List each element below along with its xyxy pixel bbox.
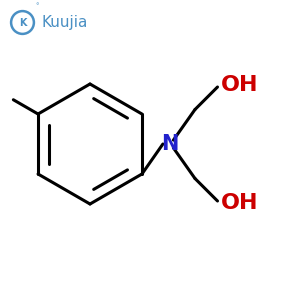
Text: °: ° <box>35 4 39 10</box>
Text: OH: OH <box>221 194 259 213</box>
Text: N: N <box>161 134 178 154</box>
Text: Kuujia: Kuujia <box>41 15 88 30</box>
Text: K: K <box>19 17 26 28</box>
Text: OH: OH <box>221 75 259 94</box>
